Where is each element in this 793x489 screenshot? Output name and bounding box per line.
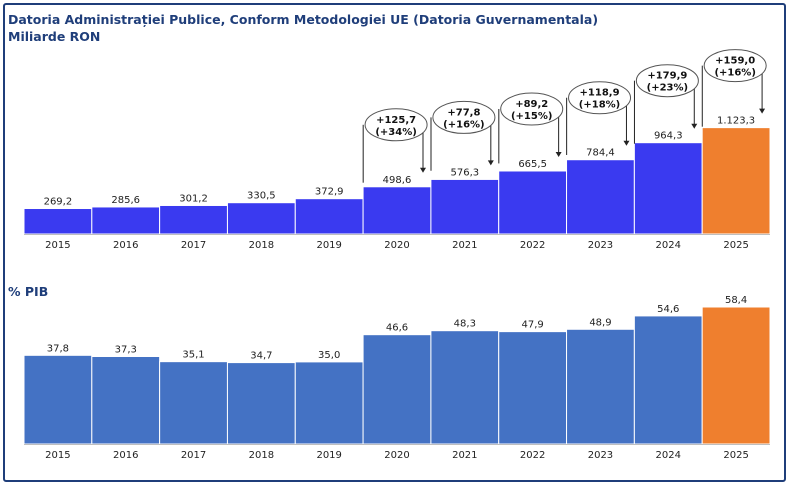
- tick-label-pib-2020: 2020: [384, 450, 409, 461]
- tick-label-pib-2019: 2019: [316, 450, 341, 461]
- annotation-pct-2024: (+23%): [647, 83, 688, 94]
- bar-debt-2018: [226, 202, 296, 235]
- annotation-arrowhead-2020: [420, 167, 426, 173]
- annotation-delta-2023: +118,9: [580, 88, 620, 99]
- data-label-pib-2025: 58,4: [725, 295, 747, 306]
- bar-debt-2021: [430, 178, 500, 235]
- bar-pib-2024: [633, 315, 703, 445]
- annotation-arrowhead-2024: [691, 123, 698, 129]
- bar-debt-2016: [91, 206, 161, 235]
- bar-pib-2015: [23, 354, 93, 445]
- tick-label-pib-2017: 2017: [181, 450, 206, 461]
- bar-debt-2019: [294, 198, 364, 235]
- bar-debt-2022: [498, 170, 568, 235]
- bar-debt-2023: [566, 159, 635, 235]
- data-label-pib-2020: 46,6: [386, 323, 408, 334]
- tick-label-pib-2021: 2021: [452, 450, 477, 461]
- data-label-debt-2015: 269,2: [44, 197, 73, 208]
- tick-label-debt-2018: 2018: [249, 240, 274, 251]
- data-label-debt-2023: 784,4: [586, 148, 615, 159]
- annotation-delta-2025: +159,0: [715, 56, 755, 67]
- data-label-debt-2019: 372,9: [315, 187, 344, 198]
- bar-pib-2018: [226, 362, 296, 445]
- tick-label-debt-2016: 2016: [113, 240, 138, 251]
- annotation-bubble-2025: [703, 49, 767, 83]
- bar-debt-2015: [23, 208, 93, 235]
- tick-label-debt-2020: 2020: [384, 240, 409, 251]
- data-label-debt-2024: 964,3: [654, 131, 683, 142]
- bar-pib-2019: [294, 361, 364, 445]
- chart-subtitle: Miliarde RON: [8, 29, 101, 44]
- bar-pib-2020: [362, 334, 432, 445]
- data-label-pib-2017: 35,1: [182, 350, 204, 361]
- annotation-arrowhead-2023: [623, 140, 630, 146]
- data-label-pib-2021: 48,3: [454, 319, 476, 330]
- data-label-debt-2021: 576,3: [450, 167, 479, 178]
- bar-debt-2020: [362, 186, 432, 235]
- annotation-pct-2023: (+18%): [579, 100, 620, 111]
- chart-title: Datoria Administrației Publice, Conform …: [8, 12, 599, 27]
- tick-label-debt-2015: 2015: [45, 240, 70, 251]
- data-label-pib-2018: 34,7: [250, 351, 272, 362]
- bar-pib-2025: [701, 306, 771, 445]
- tick-label-debt-2022: 2022: [520, 240, 545, 251]
- annotation-delta-2021: +77,8: [447, 107, 480, 118]
- data-label-pib-2022: 47,9: [522, 320, 544, 331]
- annotation-pct-2022: (+15%): [511, 111, 552, 122]
- data-label-pib-2024: 54,6: [657, 304, 679, 315]
- data-label-pib-2016: 37,3: [115, 344, 137, 355]
- annotation-delta-2024: +179,9: [647, 71, 687, 82]
- tick-label-pib-2023: 2023: [588, 450, 613, 461]
- tick-label-pib-2015: 2015: [45, 450, 70, 461]
- bar-debt-2017: [159, 204, 228, 235]
- tick-label-pib-2025: 2025: [723, 450, 748, 461]
- annotation-bubble-2022: [500, 92, 564, 126]
- tick-label-debt-2024: 2024: [656, 240, 681, 251]
- annotation-pct-2021: (+16%): [443, 119, 484, 130]
- data-label-debt-2025: 1.123,3: [717, 116, 755, 127]
- bar-debt-2025: [701, 127, 771, 235]
- data-label-debt-2022: 665,5: [518, 159, 547, 170]
- annotation-bubble-2021: [432, 100, 496, 134]
- annotation-arrowhead-2025: [759, 108, 766, 114]
- data-label-debt-2020: 498,6: [383, 175, 412, 186]
- data-label-pib-2015: 37,8: [47, 343, 69, 354]
- tick-label-debt-2017: 2017: [181, 240, 206, 251]
- tick-label-debt-2019: 2019: [316, 240, 341, 251]
- pib-chart-title: % PIB: [8, 284, 49, 299]
- data-label-pib-2019: 35,0: [318, 350, 340, 361]
- annotation-pct-2020: (+34%): [375, 127, 416, 138]
- tick-label-pib-2016: 2016: [113, 450, 138, 461]
- annotation-pct-2025: (+16%): [714, 68, 755, 79]
- data-label-debt-2017: 301,2: [179, 193, 208, 204]
- bar-debt-2024: [633, 142, 703, 235]
- data-label-debt-2018: 330,5: [247, 191, 276, 202]
- annotation-delta-2020: +125,7: [376, 115, 416, 126]
- annotation-arrowhead-2021: [487, 160, 494, 166]
- bar-pib-2016: [91, 355, 161, 445]
- tick-label-pib-2018: 2018: [249, 450, 274, 461]
- bar-pib-2021: [430, 330, 500, 445]
- tick-label-debt-2023: 2023: [588, 240, 613, 251]
- tick-label-debt-2021: 2021: [452, 240, 477, 251]
- tick-label-debt-2025: 2025: [723, 240, 748, 251]
- bar-pib-2023: [566, 328, 635, 445]
- tick-label-pib-2022: 2022: [520, 450, 545, 461]
- tick-label-pib-2024: 2024: [656, 450, 681, 461]
- annotation-bubble-2024: [635, 64, 699, 98]
- data-label-debt-2016: 285,6: [111, 195, 140, 206]
- annotation-bubble-2020: [364, 108, 428, 142]
- annotation-arrowhead-2022: [555, 151, 562, 157]
- annotation-bubble-2023: [568, 81, 632, 115]
- bar-pib-2017: [159, 361, 228, 445]
- annotation-delta-2022: +89,2: [515, 99, 548, 110]
- bar-pib-2022: [498, 331, 568, 445]
- data-label-pib-2023: 48,9: [589, 317, 611, 328]
